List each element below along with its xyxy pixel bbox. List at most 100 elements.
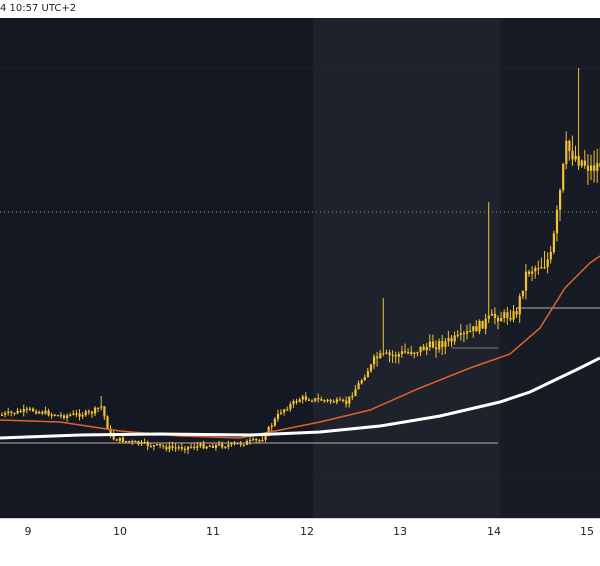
candle-body [323,400,326,402]
top-bar: 4 10:57 UTC+2 [0,0,600,18]
candle-body [469,330,472,333]
candle-body [255,439,258,441]
candle-body [422,346,425,351]
candle-body [159,444,162,446]
candle-body [183,448,187,450]
candle-body [441,341,444,347]
candle-body [152,445,156,447]
candle-body [394,354,397,357]
candle-body [524,271,528,291]
candle-body [407,352,410,354]
candle-body [568,140,571,151]
candle-body [211,445,214,448]
candle-body [69,414,72,416]
candle-body [444,341,447,347]
candle-body [493,313,497,318]
candle-body [586,165,590,171]
candle-body [97,407,100,409]
candle-body [106,416,109,429]
candle-body [404,351,407,353]
candle-body [450,338,453,342]
candle-body [56,415,59,417]
candle-body [357,383,360,390]
candle-body [276,413,280,419]
candle-body [239,443,242,445]
candle-body [227,444,230,447]
candle-body [388,352,391,355]
candle-body [534,268,537,272]
candle-body [283,409,286,413]
candle-body [373,356,376,365]
candle-body [63,415,66,418]
candle-body [543,267,546,269]
time-axis[interactable]: 9 10 11 12 13 14 15 [0,518,600,545]
candle-body [47,410,50,416]
candle-body [571,150,574,160]
candle-body [4,413,7,415]
candle-body [369,364,373,372]
candle-body [512,311,515,320]
candle-body [397,354,400,357]
x-tick-label: 9 [24,525,32,538]
candle-body [261,439,264,442]
candle-body [199,443,202,446]
candle-body [87,411,90,413]
candle-body [267,426,270,436]
candle-body [32,408,35,412]
candle-body [574,155,577,160]
candle-body [44,410,47,414]
candle-body [416,352,419,354]
candle-body [298,399,301,403]
ema-fast-line [0,255,600,439]
candle-body [546,259,549,268]
candle-body [72,413,75,415]
candle-body [245,441,249,445]
candle-body [342,399,345,401]
candle-body [196,446,199,448]
candle-body [149,446,152,448]
candle-body [583,160,586,166]
candle-body [596,163,599,171]
candle-body [84,411,87,416]
candle-body [528,271,531,274]
candle-body [537,268,540,270]
candle-body [103,406,106,417]
candle-body [345,400,348,404]
candle-body [118,437,121,441]
candle-body [593,165,596,171]
candle-body [53,414,56,416]
candle-body [180,447,183,449]
price-chart[interactable] [0,18,600,518]
candle-body [363,377,366,381]
candle-body [351,396,354,398]
candle-body [515,311,518,315]
candle-body [484,318,487,329]
candle-body [202,443,205,449]
candle-body [466,331,469,334]
candle-body [500,318,503,322]
candle-body [475,326,478,332]
candle-body [453,335,456,342]
candle-body [338,399,342,401]
candle-body [552,233,555,252]
candle-body [435,347,438,350]
candle-body [270,425,273,427]
candle-body [59,415,63,417]
candle-body [562,163,565,191]
candle-body [193,446,196,449]
ema-slow-line [0,356,600,440]
candle-body [121,437,125,443]
candle-body [549,251,552,260]
candle-body [242,444,245,446]
candle-body [115,439,118,441]
candle-body [125,441,128,443]
candle-body [314,398,317,401]
candle-body [509,318,512,320]
x-tick-label: 10 [113,525,127,538]
candle-body [168,445,171,450]
candle-body [174,447,177,449]
candle-body [230,442,233,445]
candle-body [177,447,180,449]
candle-body [301,396,304,400]
candle-body [218,444,221,446]
